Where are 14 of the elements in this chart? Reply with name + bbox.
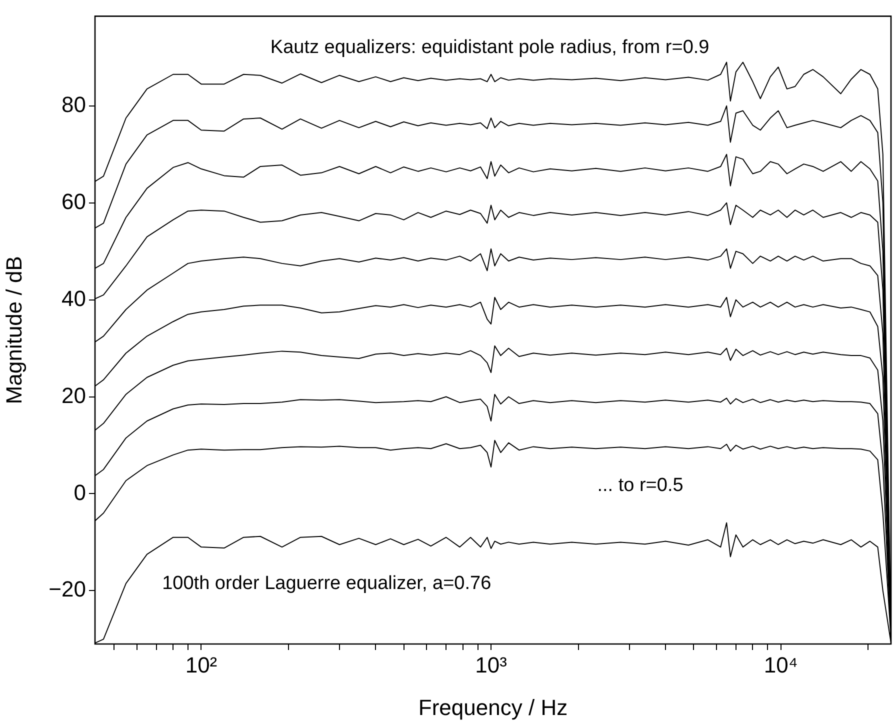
y-tick-label: 80 <box>62 92 86 117</box>
y-tick-label: 40 <box>62 286 86 311</box>
annotation: ... to r=0.5 <box>597 475 684 496</box>
y-tick-label: 60 <box>62 188 86 214</box>
y-tick-label: 0 <box>74 480 86 505</box>
y-tick-label: −20 <box>48 576 86 602</box>
y-axis-title: Magnitude / dB <box>1 256 26 404</box>
y-tick-label: 20 <box>62 382 86 408</box>
annotation: 100th order Laguerre equalizer, a=0.76 <box>162 572 492 594</box>
x-axis-title: Frequency / Hz <box>418 694 568 720</box>
annotation: Kautz equalizers: equidistant pole radius, from r=0.9 <box>270 36 710 58</box>
x-tick-label: 10⁴ <box>764 652 798 678</box>
x-tick-label: 10³ <box>475 652 507 678</box>
x-tick-label: 10² <box>185 652 218 678</box>
